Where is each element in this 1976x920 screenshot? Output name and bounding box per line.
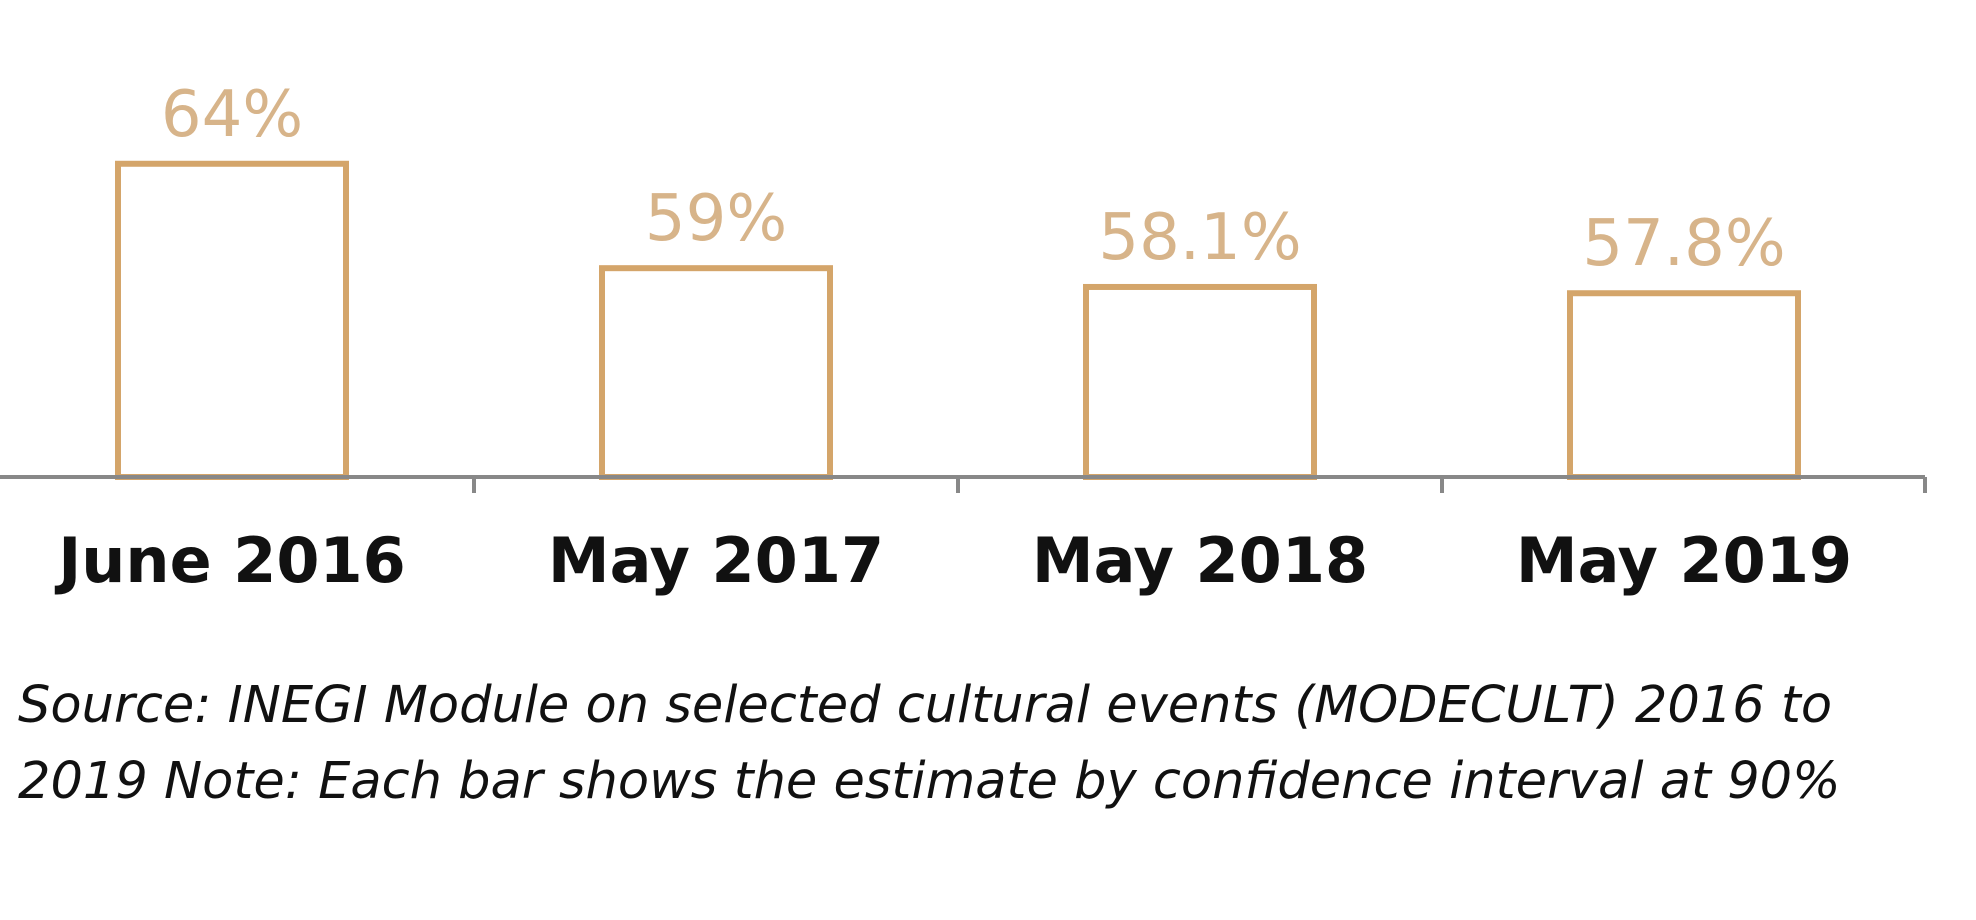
labels: 64% June 2016 59% May 2017 58.1% May 2018 57.8… [54, 78, 1852, 597]
value-label-0: 64% [161, 78, 303, 152]
bar-2 [1083, 283, 1317, 480]
category-label-3: May 2019 [1516, 524, 1852, 597]
bar-1 [599, 265, 833, 481]
value-label-3: 57.8% [1582, 207, 1785, 281]
source-note: Source: INEGI Module on selected cultura… [18, 676, 1841, 811]
bar-3 [1567, 290, 1801, 480]
category-label-1: May 2017 [548, 524, 884, 597]
x-axis [0, 475, 1927, 493]
bar-chart: 64% June 2016 59% May 2017 58.1% May 2018 57.8… [0, 78, 1927, 597]
value-label-2: 58.1% [1098, 201, 1301, 275]
category-label-0: June 2016 [54, 524, 406, 597]
category-label-2: May 2018 [1032, 524, 1368, 597]
value-label-1: 59% [645, 182, 787, 256]
bars [115, 160, 1801, 481]
bar-0 [115, 160, 349, 480]
